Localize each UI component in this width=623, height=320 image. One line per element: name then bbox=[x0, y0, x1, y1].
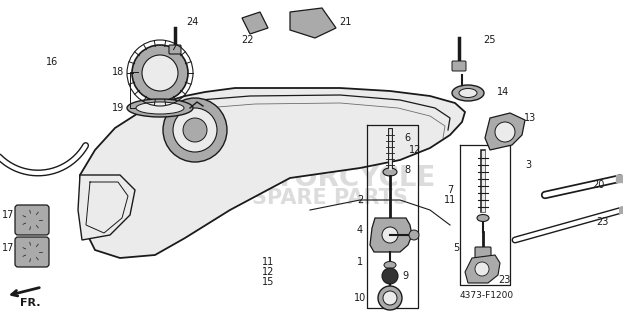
Text: 22: 22 bbox=[242, 35, 254, 45]
Polygon shape bbox=[80, 88, 465, 258]
Text: 25: 25 bbox=[483, 35, 497, 45]
Ellipse shape bbox=[452, 85, 484, 101]
Circle shape bbox=[173, 108, 217, 152]
FancyBboxPatch shape bbox=[15, 205, 49, 235]
Text: 15: 15 bbox=[262, 277, 274, 287]
Circle shape bbox=[382, 227, 398, 243]
Text: 1: 1 bbox=[357, 257, 363, 267]
Ellipse shape bbox=[459, 89, 477, 98]
Text: 3: 3 bbox=[525, 160, 531, 170]
Text: 18: 18 bbox=[112, 67, 124, 77]
FancyBboxPatch shape bbox=[475, 247, 491, 259]
Circle shape bbox=[475, 262, 489, 276]
Text: 6: 6 bbox=[404, 133, 410, 143]
Text: 23: 23 bbox=[498, 275, 510, 285]
Circle shape bbox=[378, 286, 402, 310]
Text: MOTORCYCLE: MOTORCYCLE bbox=[224, 164, 435, 192]
Text: 8: 8 bbox=[404, 165, 410, 175]
Circle shape bbox=[495, 122, 515, 142]
Text: 13: 13 bbox=[524, 113, 536, 123]
Text: 17: 17 bbox=[2, 243, 14, 253]
Text: 19: 19 bbox=[112, 103, 124, 113]
Polygon shape bbox=[465, 255, 500, 283]
Text: 24: 24 bbox=[186, 17, 198, 27]
Polygon shape bbox=[242, 12, 268, 34]
FancyBboxPatch shape bbox=[452, 61, 466, 71]
Text: MSP: MSP bbox=[151, 121, 328, 189]
FancyBboxPatch shape bbox=[169, 45, 181, 54]
Text: 17: 17 bbox=[2, 210, 14, 220]
Circle shape bbox=[142, 55, 178, 91]
Circle shape bbox=[382, 268, 398, 284]
Ellipse shape bbox=[477, 214, 489, 221]
Polygon shape bbox=[290, 8, 336, 38]
Text: 7: 7 bbox=[447, 185, 453, 195]
Circle shape bbox=[383, 291, 397, 305]
Text: 16: 16 bbox=[46, 57, 58, 67]
Text: 4373-F1200: 4373-F1200 bbox=[460, 291, 514, 300]
Text: 11: 11 bbox=[262, 257, 274, 267]
Text: 4: 4 bbox=[357, 225, 363, 235]
Text: 14: 14 bbox=[497, 87, 509, 97]
Text: 23: 23 bbox=[596, 217, 608, 227]
Text: 21: 21 bbox=[339, 17, 351, 27]
Ellipse shape bbox=[383, 168, 397, 176]
Ellipse shape bbox=[384, 261, 396, 268]
Polygon shape bbox=[485, 113, 525, 150]
Text: FR.: FR. bbox=[20, 298, 40, 308]
Ellipse shape bbox=[136, 102, 184, 114]
Circle shape bbox=[409, 230, 419, 240]
FancyBboxPatch shape bbox=[15, 237, 49, 267]
Text: 9: 9 bbox=[402, 271, 408, 281]
Circle shape bbox=[183, 118, 207, 142]
Ellipse shape bbox=[127, 99, 193, 117]
Text: 11: 11 bbox=[444, 195, 456, 205]
Text: 12: 12 bbox=[262, 267, 274, 277]
Text: SPARE PARTS: SPARE PARTS bbox=[252, 188, 408, 208]
Text: 20: 20 bbox=[592, 180, 604, 190]
Text: 5: 5 bbox=[453, 243, 459, 253]
Text: 12: 12 bbox=[409, 145, 421, 155]
Text: 10: 10 bbox=[354, 293, 366, 303]
Polygon shape bbox=[78, 175, 135, 240]
Polygon shape bbox=[370, 218, 412, 252]
Text: 2: 2 bbox=[357, 195, 363, 205]
Circle shape bbox=[132, 45, 188, 101]
Circle shape bbox=[163, 98, 227, 162]
